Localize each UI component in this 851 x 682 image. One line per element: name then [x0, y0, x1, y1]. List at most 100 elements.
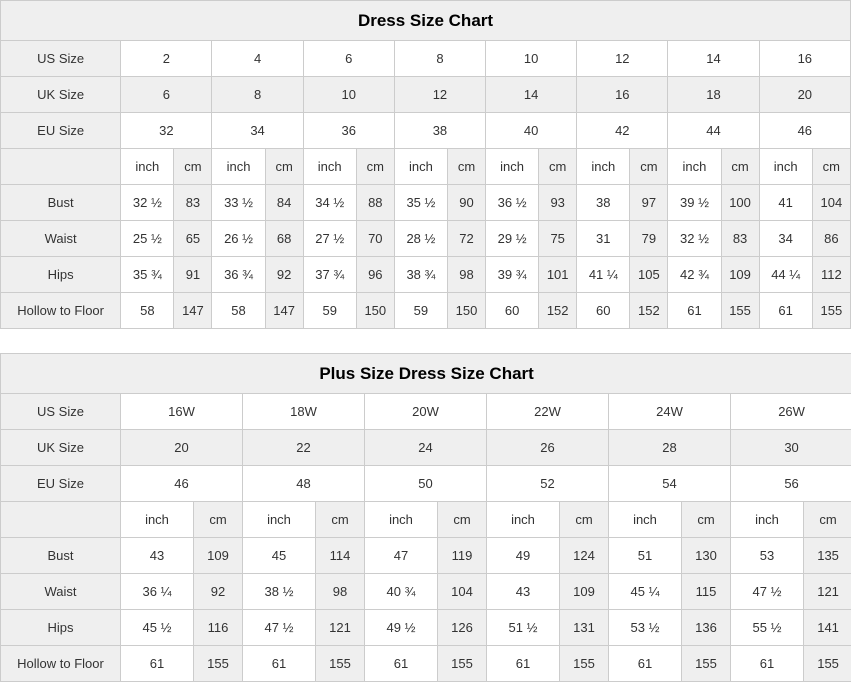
row-label [0, 501, 121, 538]
row-label: Hollow to Floor [0, 292, 122, 329]
size-cell: 16 [576, 76, 669, 113]
size-cell: 40 [485, 112, 578, 149]
row-label: EU Size [0, 112, 122, 149]
measure-row: Waist 25 ½ 65 26 ½ 68 27 ½ 70 28 ½ 72 29 ½ 75 31 79 3… [0, 220, 851, 257]
measure-cm-cell: 79 [629, 220, 669, 257]
measure-inch-cell: 31 [576, 220, 631, 257]
unit-inch-cell: inch [758, 148, 813, 185]
table-title: Dress Size Chart [0, 0, 851, 41]
row-label: UK Size [0, 76, 122, 113]
measure-inch-cell: 53 [730, 537, 804, 574]
size-cell: 20W [364, 393, 487, 430]
size-row: UK Size 20 22 24 26 28 30 [0, 429, 851, 466]
size-cell: 56 [729, 465, 851, 502]
measure-cm-cell: 147 [173, 292, 213, 329]
measure-cm-cell: 121 [315, 609, 365, 646]
measure-inch-cell: 51 [608, 537, 682, 574]
measure-inch-cell: 38 ½ [242, 573, 316, 610]
size-cell: 26 [486, 429, 609, 466]
unit-cm-cell: cm [437, 501, 487, 538]
size-cell: 32 [120, 112, 213, 149]
size-cell: 20 [120, 429, 243, 466]
size-cell: 42 [576, 112, 669, 149]
size-cell: 2 [120, 40, 213, 77]
measure-cm-cell: 112 [811, 256, 851, 293]
measure-inch-cell: 25 ½ [120, 220, 175, 257]
measure-inch-cell: 61 [730, 645, 804, 682]
measure-inch-cell: 41 ¼ [576, 256, 631, 293]
measure-cm-cell: 114 [315, 537, 365, 574]
measure-inch-cell: 61 [486, 645, 560, 682]
unit-inch-cell: inch [393, 148, 448, 185]
measure-cm-cell: 75 [538, 220, 578, 257]
size-cell: 14 [485, 76, 578, 113]
measure-inch-cell: 47 [364, 537, 438, 574]
unit-inch-cell: inch [120, 148, 175, 185]
measure-cm-cell: 126 [437, 609, 487, 646]
measure-row: Hollow to Floor 61 155 61 155 61 155 61 155 61 155… [0, 645, 851, 682]
measure-cm-cell: 96 [355, 256, 395, 293]
measure-inch-cell: 49 [486, 537, 560, 574]
measure-inch-cell: 61 [120, 645, 194, 682]
measure-inch-cell: 41 [758, 184, 813, 221]
row-label: US Size [0, 40, 122, 77]
measure-cm-cell: 141 [802, 609, 851, 646]
measure-inch-cell: 59 [302, 292, 357, 329]
size-cell: 48 [242, 465, 365, 502]
size-cell: 20 [758, 76, 851, 113]
unit-cm-cell: cm [811, 148, 851, 185]
measure-cm-cell: 83 [173, 184, 213, 221]
unit-cm-cell: cm [264, 148, 304, 185]
measure-cm-cell: 135 [802, 537, 851, 574]
measure-cm-cell: 101 [538, 256, 578, 293]
measure-inch-cell: 49 ½ [364, 609, 438, 646]
measure-cm-cell: 105 [629, 256, 669, 293]
size-cell: 38 [393, 112, 487, 149]
size-cell: 44 [667, 112, 760, 149]
measure-cm-cell: 115 [681, 573, 731, 610]
measure-inch-cell: 47 ½ [730, 573, 804, 610]
measure-cm-cell: 98 [315, 573, 365, 610]
row-label: Waist [0, 573, 121, 610]
measure-row: Bust 43 109 45 114 47 119 49 124 51 130 53 135 [0, 537, 851, 574]
measure-inch-cell: 26 ½ [211, 220, 266, 257]
measure-cm-cell: 97 [629, 184, 669, 221]
row-label: EU Size [0, 465, 121, 502]
measure-cm-cell: 155 [681, 645, 731, 682]
measure-inch-cell: 34 [758, 220, 813, 257]
measure-inch-cell: 45 ¼ [608, 573, 682, 610]
measure-inch-cell: 43 [120, 537, 194, 574]
measure-inch-cell: 45 ½ [120, 609, 194, 646]
measure-cm-cell: 72 [446, 220, 487, 257]
measure-inch-cell: 40 ¾ [364, 573, 438, 610]
measure-inch-cell: 61 [364, 645, 438, 682]
measure-inch-cell: 33 ½ [211, 184, 266, 221]
measure-inch-cell: 32 ½ [120, 184, 175, 221]
measure-cm-cell: 131 [559, 609, 609, 646]
row-label [0, 148, 122, 185]
size-cell: 12 [576, 40, 669, 77]
size-cell: 10 [302, 76, 395, 113]
unit-inch-cell: inch [485, 148, 540, 185]
measure-cm-cell: 92 [193, 573, 243, 610]
size-cell: 34 [211, 112, 304, 149]
unit-inch-cell: inch [608, 501, 682, 538]
measure-cm-cell: 152 [629, 292, 669, 329]
measure-cm-cell: 150 [355, 292, 395, 329]
size-cell: 12 [393, 76, 487, 113]
measure-inch-cell: 47 ½ [242, 609, 316, 646]
unit-inch-cell: inch [364, 501, 438, 538]
size-cell: 8 [393, 40, 487, 77]
measure-cm-cell: 152 [538, 292, 578, 329]
measure-cm-cell: 70 [355, 220, 395, 257]
measure-cm-cell: 109 [193, 537, 243, 574]
measure-cm-cell: 65 [173, 220, 213, 257]
measure-cm-cell: 93 [538, 184, 578, 221]
unit-cm-cell: cm [802, 501, 851, 538]
size-cell: 6 [302, 40, 395, 77]
row-label: US Size [0, 393, 121, 430]
title-row: Plus Size Dress Size Chart [0, 353, 851, 394]
size-cell: 18 [667, 76, 760, 113]
measure-inch-cell: 36 ¼ [120, 573, 194, 610]
